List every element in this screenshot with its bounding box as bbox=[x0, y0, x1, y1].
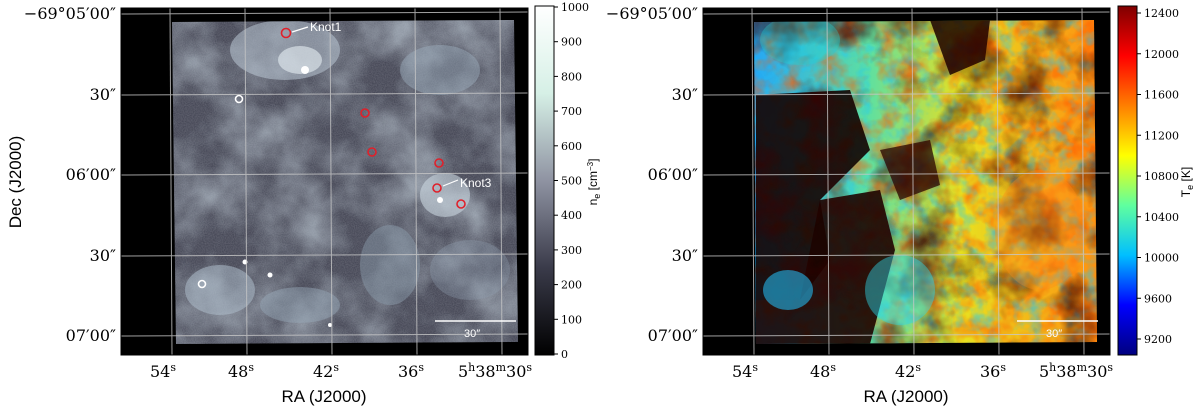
x-tick-label: 36s bbox=[980, 361, 1006, 381]
density-colorbar-tick-label: 500 bbox=[561, 175, 582, 188]
y-tick-label: 30″ bbox=[672, 85, 698, 104]
density-colorbar-tick-label: 800 bbox=[561, 70, 582, 83]
density-colorbar-tick-label: 700 bbox=[561, 105, 582, 118]
x-tick-label: 36s bbox=[398, 361, 424, 381]
y-axis-title: Dec (J2000) bbox=[6, 136, 25, 229]
temperature-colorbar-tick-label: 9200 bbox=[1144, 333, 1172, 346]
temperature-colorbar-tick-label: 11600 bbox=[1144, 89, 1179, 102]
scale-bar-label: 30″ bbox=[1046, 328, 1062, 340]
density-colorbar-tick-label: 1000 bbox=[561, 1, 589, 14]
temperature-colorbar-tick-label: 12000 bbox=[1144, 48, 1179, 61]
density-colorbar-tick-label: 0 bbox=[561, 348, 568, 361]
temperature-colorbar bbox=[1117, 5, 1138, 356]
y-tick-label: 30″ bbox=[672, 246, 698, 265]
temperature-map-frame bbox=[702, 7, 1111, 356]
y-tick-label: 06′00″ bbox=[648, 165, 698, 184]
x-axis-title: RA (J2000) bbox=[281, 387, 366, 406]
temperature-colorbar-label: Te [K] bbox=[1179, 167, 1195, 197]
y-tick-label: 07′00″ bbox=[66, 326, 116, 345]
x-tick-label: 54s bbox=[150, 361, 176, 381]
marker bbox=[456, 199, 466, 209]
temperature-colorbar-tick-label: 9600 bbox=[1144, 292, 1172, 305]
temperature-colorbar-tick-label: 12400 bbox=[1144, 7, 1179, 20]
density-colorbar-tick-label: 200 bbox=[561, 279, 582, 292]
x-tick-label: 42s bbox=[895, 361, 921, 381]
temperature-map-image bbox=[754, 20, 1097, 344]
temperature-map-grid bbox=[702, 7, 1111, 356]
density-colorbar-tick-label: 400 bbox=[561, 209, 582, 222]
y-tick-label: −69°05′00″ bbox=[24, 4, 116, 23]
density-colorbar bbox=[534, 5, 555, 356]
density-colorbar-label: ne [cm−3] bbox=[586, 159, 602, 206]
density-colorbar-tick-label: 900 bbox=[561, 36, 582, 49]
temperature-colorbar-ticks: 9200 9600 10000 10400 10800 11200 11600 12000 12… bbox=[1137, 7, 1179, 346]
x-tick-label: 48s bbox=[810, 361, 836, 381]
temperature-map-panel: 30″ −69°05′00″ 30″ 06′00″ 30″ 07′00″ 54s… bbox=[606, 4, 1195, 406]
y-tick-label: −69°05′00″ bbox=[606, 4, 698, 23]
annotation-knot1: Knot1 bbox=[310, 20, 342, 34]
x-tick-label: 42s bbox=[313, 361, 339, 381]
temperature-colorbar-tick-label: 10800 bbox=[1144, 170, 1179, 183]
density-colorbar-ticks: 0 100 200 300 400 500 600 700 800 900 1000 bbox=[554, 1, 589, 361]
x-axis-title: RA (J2000) bbox=[863, 387, 948, 406]
density-map-frame bbox=[120, 7, 529, 356]
star-ring bbox=[234, 94, 244, 104]
marker bbox=[434, 158, 444, 168]
x-tick-label: 48s bbox=[228, 361, 254, 381]
temperature-colorbar-tick-label: 10000 bbox=[1144, 252, 1179, 265]
annotation-knot3: Knot3 bbox=[460, 176, 492, 190]
marker bbox=[360, 108, 370, 118]
marker bbox=[367, 147, 377, 157]
density-map-markers bbox=[197, 27, 466, 289]
x-tick-label: 54s bbox=[732, 361, 758, 381]
density-map-grid bbox=[120, 7, 529, 356]
density-colorbar-tick-label: 100 bbox=[561, 313, 582, 326]
temperature-colorbar-tick-label: 10400 bbox=[1144, 211, 1179, 224]
scale-bar-label: 30″ bbox=[464, 328, 480, 340]
y-tick-label: 30″ bbox=[90, 85, 116, 104]
density-colorbar-tick-label: 600 bbox=[561, 140, 582, 153]
x-tick-label-last: 5h38m30s bbox=[458, 361, 532, 381]
marker-knot1 bbox=[280, 27, 292, 39]
density-map-image bbox=[172, 20, 518, 344]
density-colorbar-tick-label: 300 bbox=[561, 244, 582, 257]
marker-knot3 bbox=[432, 183, 442, 193]
y-tick-label: 07′00″ bbox=[648, 326, 698, 345]
density-map-panel: Knot1 Knot3 30″ −69°05′00″ 30″ 06′00″ 30… bbox=[6, 1, 602, 406]
y-tick-label: 30″ bbox=[90, 246, 116, 265]
x-tick-label-last: 5h38m30s bbox=[1039, 361, 1113, 381]
y-tick-label: 06′00″ bbox=[66, 165, 116, 184]
star-ring bbox=[197, 279, 207, 289]
temperature-colorbar-tick-label: 11200 bbox=[1144, 129, 1179, 142]
